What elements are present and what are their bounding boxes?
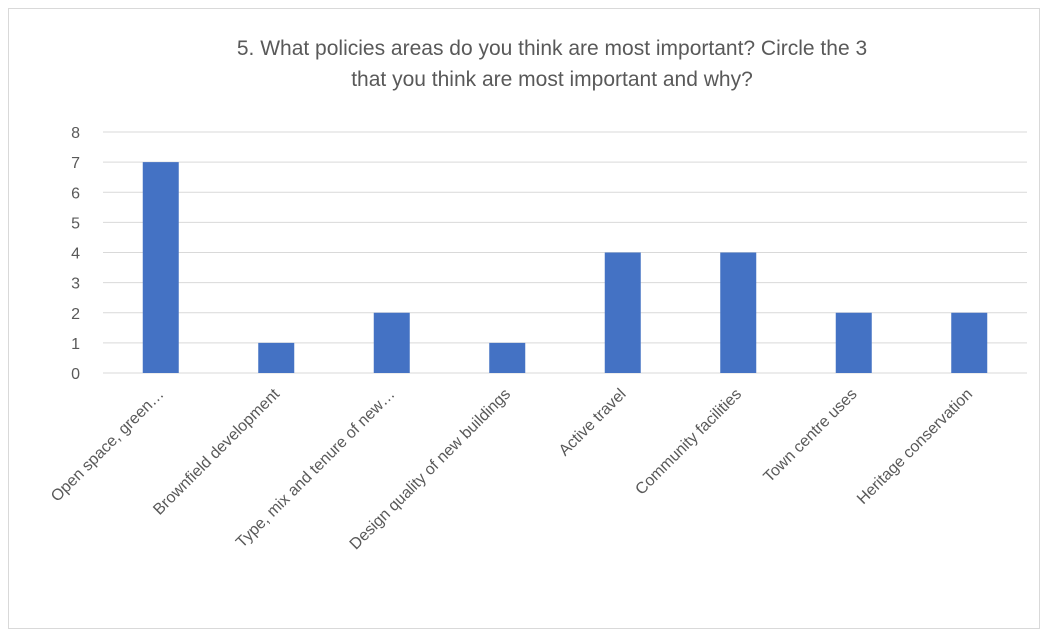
bar [835,312,872,373]
x-category-label: Open space, green… [48,386,168,506]
y-tick-label: 7 [71,155,80,172]
bar [951,312,988,373]
bar [258,342,295,373]
bar [720,252,757,373]
x-category-label: Town centre uses [761,386,861,486]
y-tick-label: 6 [71,185,80,202]
y-tick-label: 0 [71,366,80,383]
x-category-label: Community facilities [632,386,745,499]
bar [489,342,526,373]
x-axis-category-labels: Open space, green…Brownfield development… [48,385,976,553]
bars [142,162,988,373]
x-category-label: Heritage conservation [854,386,976,508]
bar [142,162,179,373]
y-tick-label: 2 [71,306,80,323]
y-tick-label: 3 [71,276,80,293]
bar [373,312,410,373]
x-category-label: Brownfield development [150,385,283,518]
gridlines [103,131,1027,374]
y-tick-label: 1 [71,336,80,353]
chart-title-line-1: 5. What policies areas do you think are … [237,37,867,60]
y-tick-label: 4 [71,246,80,263]
y-tick-label: 5 [71,215,80,232]
x-category-label: Active travel [556,386,630,460]
bar [604,252,641,373]
y-tick-label: 8 [71,125,80,142]
chart-title-line-2: that you think are most important and wh… [351,68,753,91]
y-axis-tick-labels: 0 1 2 3 4 5 6 7 8 [71,125,80,383]
